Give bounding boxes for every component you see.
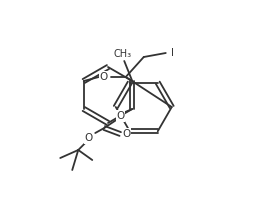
Text: O: O xyxy=(100,72,108,82)
Text: I: I xyxy=(171,48,174,58)
Text: CH₃: CH₃ xyxy=(113,49,131,59)
Text: O: O xyxy=(84,133,92,143)
Text: O: O xyxy=(122,129,130,139)
Text: O: O xyxy=(116,111,124,121)
